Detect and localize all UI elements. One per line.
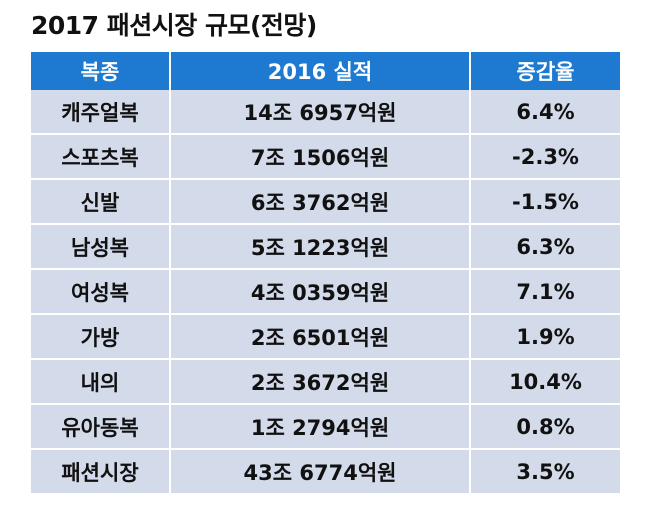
cell-2016-result: 14조 6957억원 xyxy=(169,90,470,134)
cell-2016-result: 7조 1506억원 xyxy=(169,133,470,179)
cell-2016-result: 5조 1223억원 xyxy=(169,223,470,269)
table-row: 내의 2조 3672억원 10.4% xyxy=(31,358,620,404)
cell-2016-result: 1조 2794억원 xyxy=(169,403,470,449)
table-row: 신발 6조 3762억원 -1.5% xyxy=(31,178,620,224)
cell-growth-rate: 1.9% xyxy=(469,313,620,359)
cell-growth-rate: -2.3% xyxy=(469,133,620,179)
cell-category: 신발 xyxy=(31,178,170,224)
cell-category: 여성복 xyxy=(31,268,170,314)
cell-2016-result: 6조 3762억원 xyxy=(169,178,470,224)
cell-category: 스포츠복 xyxy=(31,133,170,179)
cell-growth-rate: 3.5% xyxy=(469,448,620,493)
cell-2016-result: 2조 3672억원 xyxy=(169,358,470,404)
cell-category: 패션시장 xyxy=(31,448,170,493)
cell-2016-result: 43조 6774억원 xyxy=(169,448,470,493)
table-row: 여성복 4조 0359억원 7.1% xyxy=(31,268,620,314)
cell-category: 내의 xyxy=(31,358,170,404)
cell-growth-rate: 10.4% xyxy=(469,358,620,404)
market-size-table: 복종 2016 실적 증감율 캐주얼복 14조 6957억원 6.4% 스포츠복… xyxy=(31,52,620,493)
cell-growth-rate: 7.1% xyxy=(469,268,620,314)
cell-category: 가방 xyxy=(31,313,170,359)
table-row: 캐주얼복 14조 6957억원 6.4% xyxy=(31,90,620,134)
header-row: 복종 2016 실적 증감율 xyxy=(31,52,620,90)
cell-growth-rate: -1.5% xyxy=(469,178,620,224)
cell-2016-result: 2조 6501억원 xyxy=(169,313,470,359)
cell-category: 캐주얼복 xyxy=(31,90,170,134)
cell-growth-rate: 6.4% xyxy=(469,90,620,134)
table-row: 남성복 5조 1223억원 6.3% xyxy=(31,223,620,269)
table-body: 캐주얼복 14조 6957억원 6.4% 스포츠복 7조 1506억원 -2.3… xyxy=(31,90,620,493)
cell-category: 유아동복 xyxy=(31,403,170,449)
header-2016-result: 2016 실적 xyxy=(169,52,470,90)
table-row-total: 패션시장 43조 6774억원 3.5% xyxy=(31,448,620,493)
header-category: 복종 xyxy=(31,52,170,90)
cell-growth-rate: 6.3% xyxy=(469,223,620,269)
header-growth-rate: 증감율 xyxy=(469,52,620,90)
table-row: 스포츠복 7조 1506억원 -2.3% xyxy=(31,133,620,179)
cell-growth-rate: 0.8% xyxy=(469,403,620,449)
cell-category: 남성복 xyxy=(31,223,170,269)
table-row: 유아동복 1조 2794억원 0.8% xyxy=(31,403,620,449)
cell-2016-result: 4조 0359억원 xyxy=(169,268,470,314)
table-row: 가방 2조 6501억원 1.9% xyxy=(31,313,620,359)
table-header: 복종 2016 실적 증감율 xyxy=(31,52,620,90)
page-title: 2017 패션시장 규모(전망) xyxy=(31,11,317,40)
